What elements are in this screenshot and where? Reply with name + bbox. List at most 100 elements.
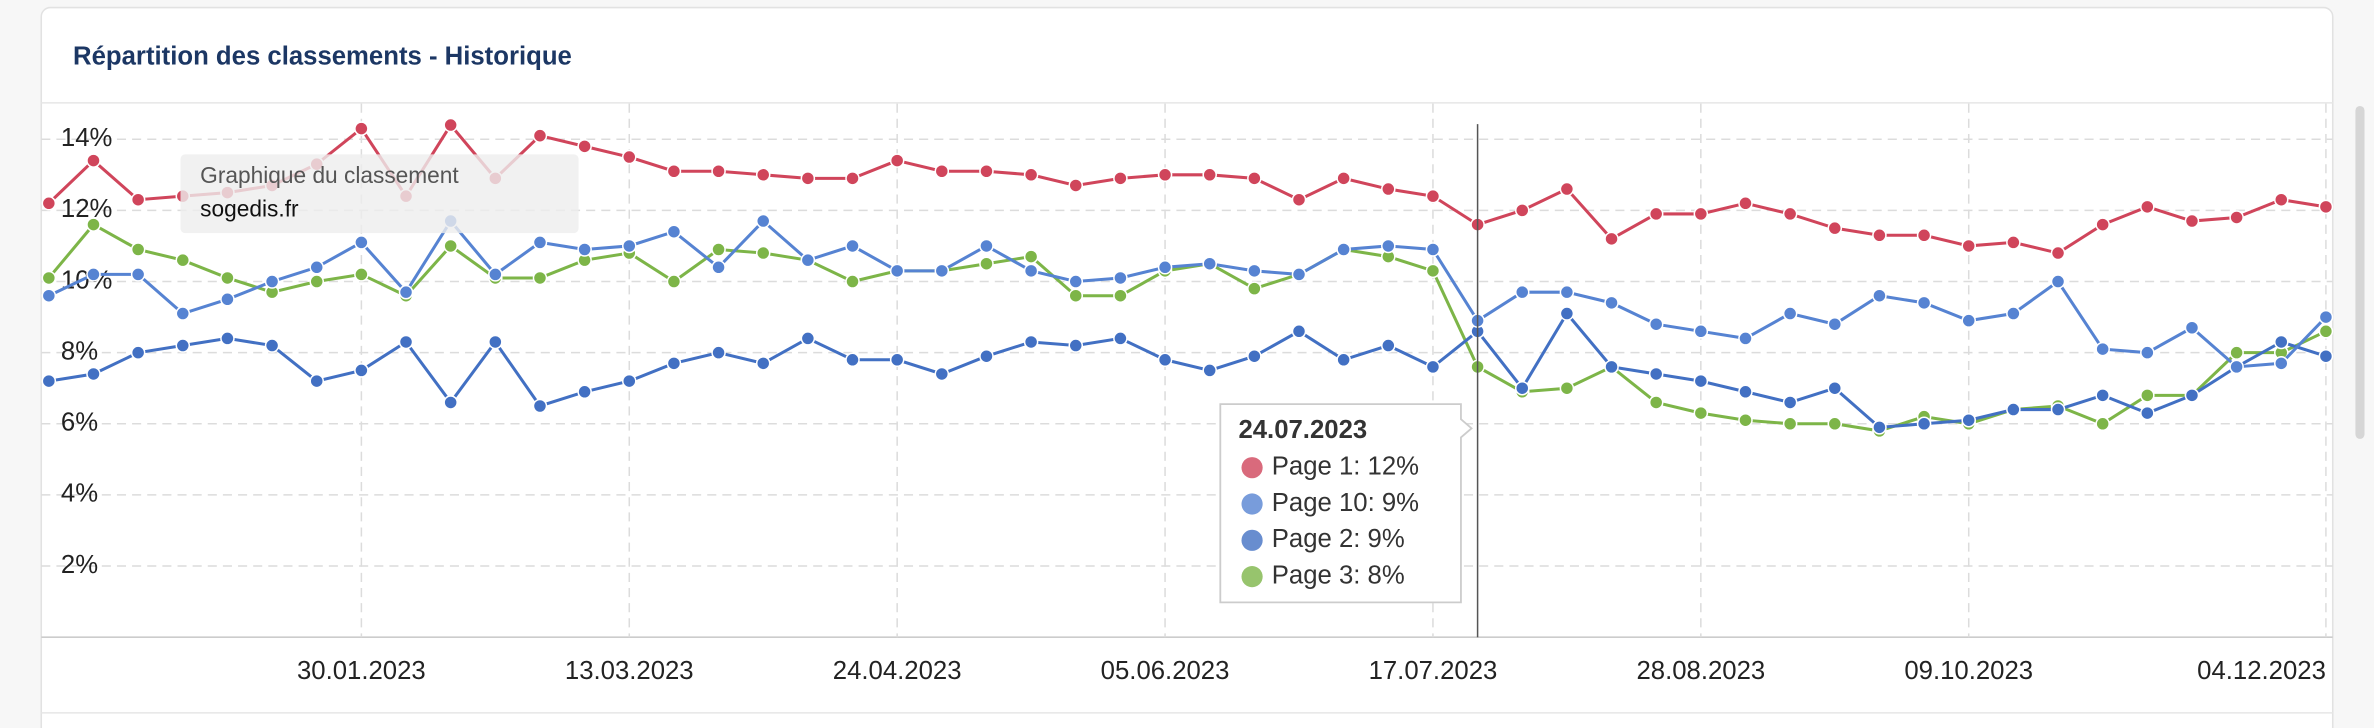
tooltip-dot [1241,566,1263,588]
data-point [1916,295,1932,311]
data-point [622,149,637,165]
data-point [354,267,369,282]
data-point [2006,235,2021,250]
data-point [1425,242,1441,257]
data-point [1782,206,1798,222]
data-point [1113,171,1128,186]
data-point [2184,388,2200,403]
data-point [1381,181,1396,197]
data-point [2050,245,2066,261]
data-point [1827,220,1843,236]
data-point [1827,416,1843,432]
data-point [264,338,280,353]
data-point [622,238,637,254]
data-point [2095,217,2110,232]
data-point [755,167,771,183]
data-point [1693,405,1709,421]
tooltip-item: Page 3: 8% [1272,561,1405,589]
data-point [1827,380,1843,396]
data-point [1336,352,1351,368]
y-tick-label: 14% [61,124,112,152]
data-point [666,356,682,371]
data-point [2229,210,2244,225]
data-point [889,263,905,279]
x-tick-label: 30.01.2023 [297,657,426,685]
data-point [711,345,726,360]
x-tick-label: 05.06.2023 [1101,657,1230,685]
series-line [47,222,2327,433]
data-point [2184,320,2200,336]
card [40,6,2334,728]
data-point [1381,338,1396,353]
scrollbar[interactable] [2355,105,2365,439]
data-point [1514,203,1530,218]
data-point [175,306,191,321]
data-point [1157,260,1173,275]
data-point [1068,338,1084,353]
data-point [1648,316,1664,332]
y-tick-label: 2% [61,551,98,579]
tooltip-dot [1241,529,1263,551]
data-point [711,260,726,275]
x-tick-label: 17.07.2023 [1369,657,1498,685]
y-tick-label: 6% [61,409,98,437]
data-point [666,274,682,289]
data-point [1559,284,1575,300]
data-point [1827,316,1843,332]
data-point [220,270,235,286]
data-point [979,348,994,364]
data-point [41,373,57,389]
data-point [889,352,905,368]
data-point [1738,412,1753,428]
data-point [1648,395,1664,410]
data-point [2140,345,2155,360]
data-point [1559,181,1575,197]
data-point [845,238,860,254]
data-point [979,256,994,271]
data-point [2318,348,2334,364]
data-point [309,274,324,289]
data-point [1738,196,1753,211]
data-point [1023,334,1039,350]
chart-title: Répartition des classements - Historique [73,42,572,70]
data-point [666,163,682,179]
watermark-subtitle: sogedis.fr [200,195,299,221]
data-point [1961,412,1976,428]
data-point [2140,199,2155,215]
data-point [2095,341,2110,357]
tooltip-box [1219,403,1473,604]
data-point [1291,324,1307,339]
data-point [130,345,146,360]
data-point [2095,388,2110,403]
data-point [1738,331,1753,346]
data-point [1961,238,1976,254]
data-point [2318,324,2334,339]
plot [41,117,2334,439]
data-point [1604,359,1619,375]
data-point [443,395,458,410]
data-point [532,270,548,286]
data-point [1068,178,1084,193]
data-point [86,366,101,382]
data-point [889,153,905,168]
data-point [1247,348,1262,364]
data-point [934,263,950,279]
y-tick-label: 8% [61,337,98,365]
data-point [1604,231,1619,247]
data-point [443,238,458,254]
data-point [979,163,994,179]
data-point [1425,263,1441,279]
tooltip-dot [1241,457,1263,479]
data-point [443,117,458,133]
data-point [532,235,548,250]
data-point [488,334,503,350]
data-point [220,331,235,346]
data-point [934,163,950,179]
data-point [1068,274,1084,289]
data-point [488,267,503,282]
data-point [1247,171,1262,186]
data-point [1559,306,1575,321]
data-point [2229,359,2244,375]
data-point [1336,171,1351,186]
